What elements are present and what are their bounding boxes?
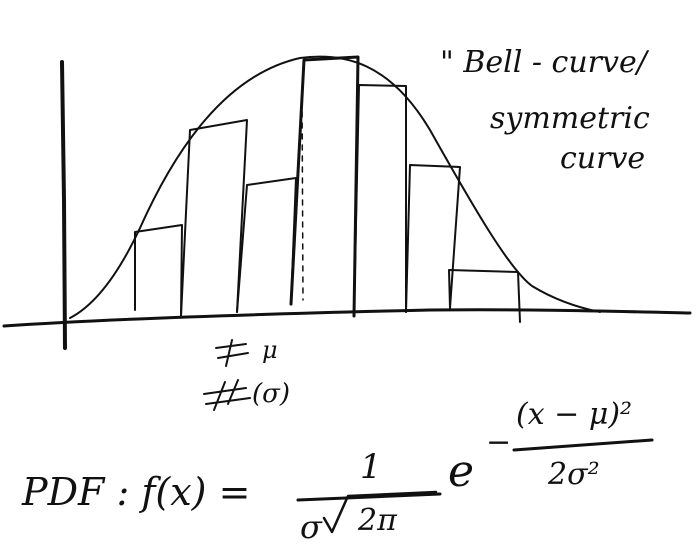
formula-exponent-numerator: (x − μ)²: [516, 397, 632, 432]
formula-numerator: 1: [360, 447, 382, 487]
mean-label: μ: [262, 336, 278, 364]
histogram-bar-3: [236, 177, 297, 313]
exponent-fraction-bar: [512, 438, 654, 452]
histogram-bar-4: [289, 55, 360, 318]
formula-exponential-base: e: [448, 446, 474, 497]
formula-denominator-radicand: 2π: [357, 503, 398, 538]
histogram-bar-6: [405, 164, 461, 313]
bell-curve: [69, 55, 601, 319]
mean-dashed-line: [301, 89, 304, 301]
pdf-formula: PDF : f(x) = 1 σ 2π e − (x − μ)² 2σ²: [21, 397, 654, 546]
formula-exponent-minus: −: [486, 425, 511, 460]
x-axis: [2, 308, 692, 328]
histogram-bar-5: [353, 84, 407, 317]
sd-label: (σ): [252, 379, 290, 409]
formula-exponent-denominator: 2σ²: [547, 457, 600, 492]
annotation-line-3: curve: [560, 141, 645, 176]
sqrt-sign: [322, 490, 438, 534]
y-axis: [60, 60, 67, 350]
histogram-bar-7: [448, 269, 521, 323]
fraction-bar: [296, 492, 442, 502]
tick-scribbles: [203, 339, 251, 411]
histogram-bar-2: [180, 119, 248, 317]
annotation-line-2: symmetric: [490, 101, 650, 136]
formula-prefix: PDF : f(x) =: [21, 470, 250, 514]
histogram-bars: [134, 55, 521, 323]
formula-denominator-sigma: σ: [300, 508, 323, 546]
annotation-line-1: " Bell - curve/: [440, 45, 650, 80]
histogram-bar-1: [134, 224, 183, 317]
